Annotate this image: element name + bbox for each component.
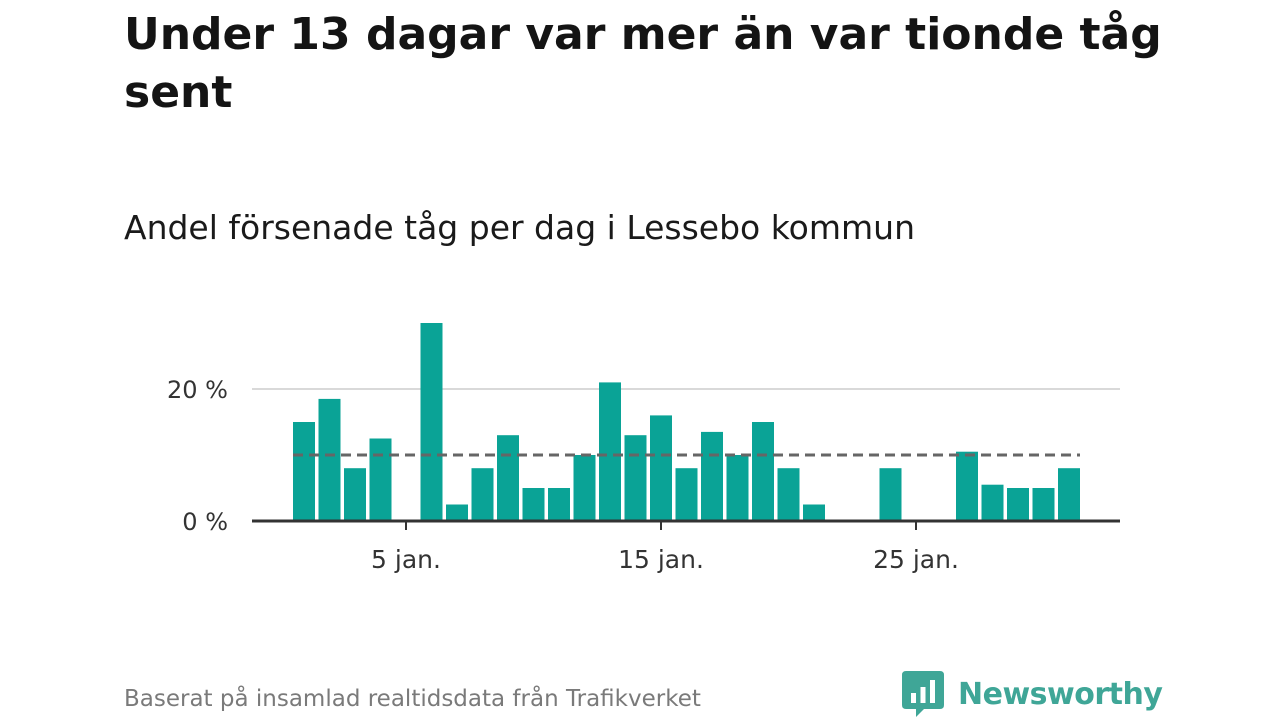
bar (1007, 488, 1029, 521)
x-tick-label: 15 jan. (618, 545, 704, 574)
bar (650, 415, 672, 521)
chart-title: Under 13 dagar var mer än var tionde tåg… (124, 9, 1162, 118)
bar (1058, 468, 1080, 521)
x-tick-label: 25 jan. (873, 545, 959, 574)
bar (446, 504, 468, 521)
newsworthy-logo-text: Newsworthy (958, 676, 1163, 712)
bar (1032, 488, 1055, 521)
x-tick-label: 5 jan. (371, 545, 441, 574)
source-note: Baserat på insamlad realtidsdata från Tr… (124, 686, 701, 712)
bar (752, 422, 774, 521)
bar (471, 468, 494, 521)
bar (369, 438, 392, 521)
newsworthy-logo: Newsworthy (902, 671, 1163, 717)
bar (573, 455, 596, 521)
bar (522, 488, 545, 521)
bar (599, 382, 621, 521)
bar (803, 504, 825, 521)
bar (624, 435, 647, 521)
bar (548, 488, 570, 521)
bar (701, 431, 723, 521)
bar (726, 455, 749, 521)
y-tick-label: 0 % (182, 508, 228, 536)
chart-subtitle: Andel försenade tåg per dag i Lessebo ko… (124, 208, 915, 247)
bar (344, 468, 366, 521)
newsworthy-logo-icon (902, 671, 944, 717)
bar (293, 422, 315, 521)
bar (318, 398, 341, 521)
bar (420, 323, 443, 521)
bar (675, 468, 698, 521)
y-tick-label: 20 % (167, 376, 228, 404)
bar (879, 468, 902, 521)
bar (777, 468, 800, 521)
bar (981, 484, 1004, 521)
delayed-trains-bar-chart: 0 % 20 % 5 jan. 15 jan. 25 jan. (167, 323, 1120, 574)
bar (956, 451, 978, 521)
bar (497, 435, 519, 521)
